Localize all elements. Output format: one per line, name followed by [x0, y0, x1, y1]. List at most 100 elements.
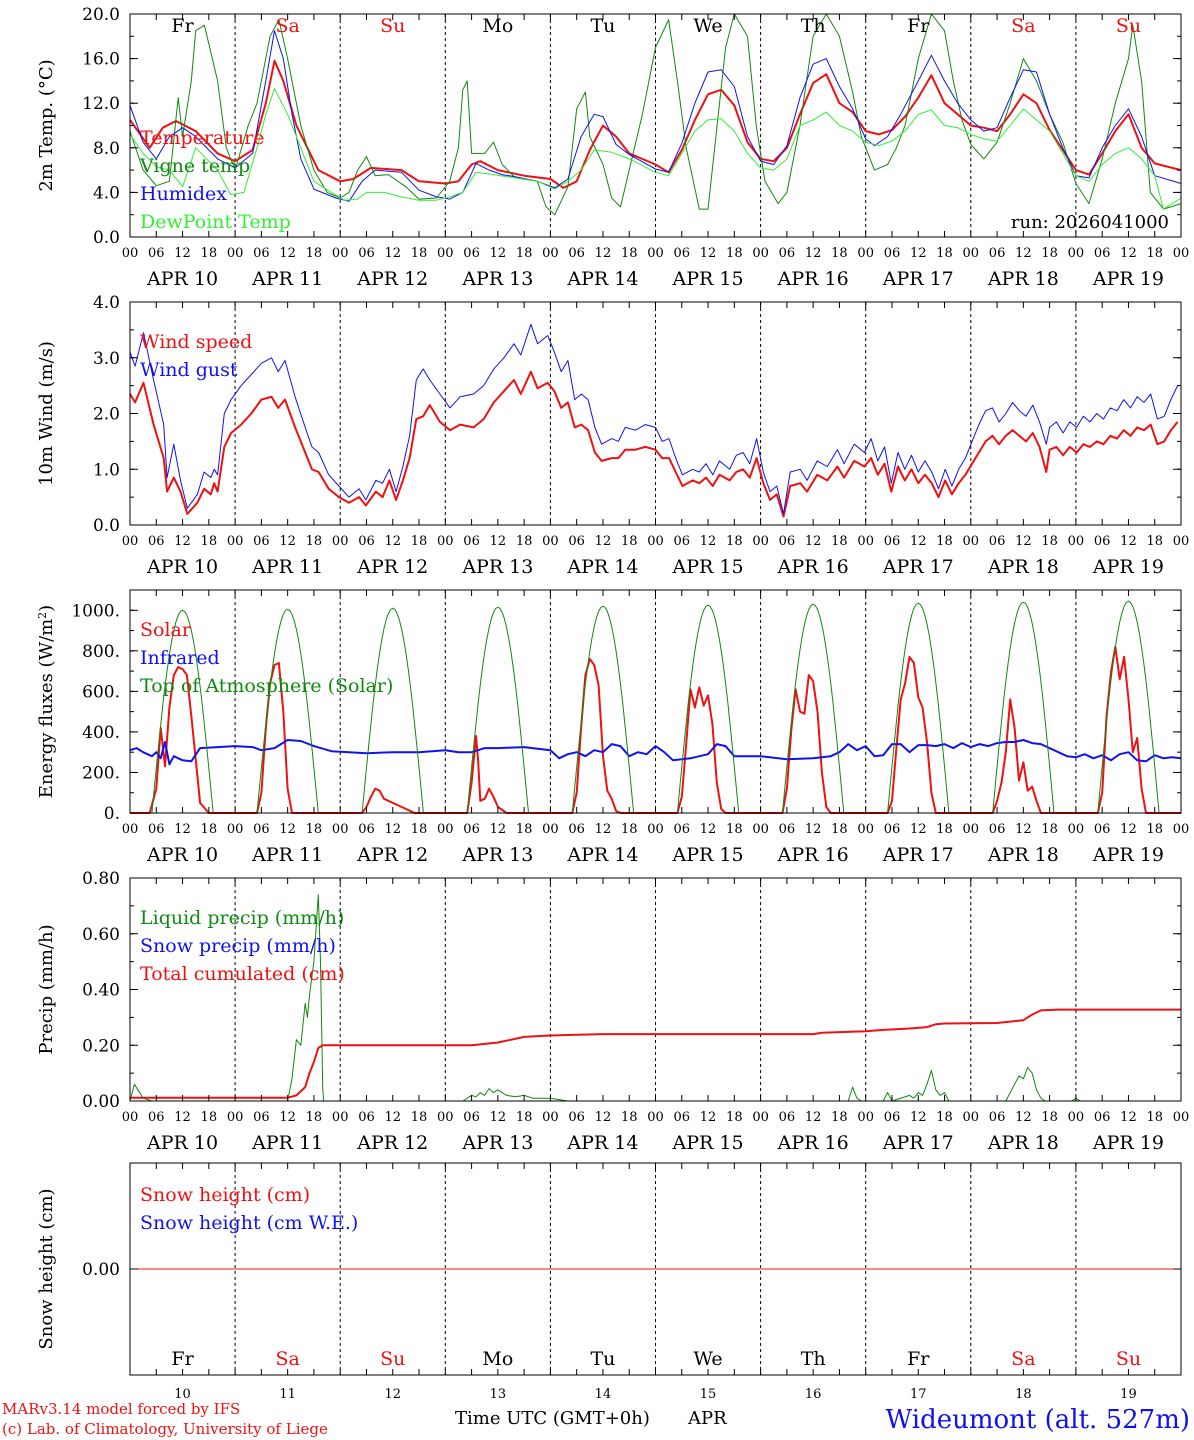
hour-tick-label: 06	[674, 534, 691, 549]
hour-tick-label: 06	[463, 822, 480, 837]
date-label: APR 16	[777, 1132, 849, 1154]
weekday-label: We	[693, 1348, 722, 1370]
hour-tick-label: 12	[700, 246, 717, 261]
hour-tick-label: 18	[306, 246, 323, 261]
date-label: APR 11	[251, 1132, 323, 1154]
weekday-label: Sa	[275, 1348, 299, 1370]
hour-tick-label: 18	[621, 246, 638, 261]
run-annotation: run: 2026041000	[1011, 212, 1169, 233]
legend-humidex: Humidex	[140, 183, 227, 205]
day-number: 19	[1120, 1387, 1137, 1402]
date-label: APR 13	[461, 1132, 533, 1154]
hour-tick-label: 18	[306, 1110, 323, 1125]
y-tick-label: 0.00	[82, 1092, 120, 1112]
y-tick-label: 8.0	[93, 139, 120, 159]
hour-tick-label: 18	[201, 246, 218, 261]
hour-tick-label: 18	[831, 534, 848, 549]
y-tick-label: 4.0	[93, 293, 120, 313]
date-label: APR 15	[672, 1132, 744, 1154]
legend-total-cumulated-cm-: Total cumulated (cm)	[140, 963, 345, 985]
legend-temperature: Temperature	[140, 127, 264, 149]
y-tick-label: 16.0	[82, 50, 120, 70]
hour-tick-label: 18	[411, 246, 428, 261]
hour-tick-label: 06	[884, 822, 901, 837]
hour-tick-label: 06	[463, 534, 480, 549]
weekday-label: Mo	[482, 15, 513, 37]
date-label: APR 19	[1092, 268, 1164, 290]
hour-tick-label: 18	[1146, 534, 1163, 549]
hour-tick-label: 00	[752, 1110, 769, 1125]
hour-tick-label: 00	[332, 534, 349, 549]
hour-tick-label: 00	[752, 534, 769, 549]
date-label: APR 14	[566, 844, 638, 866]
hour-tick-label: 12	[279, 822, 296, 837]
weekday-label: We	[693, 15, 722, 37]
hour-tick-label: 18	[201, 534, 218, 549]
hour-tick-label: 12	[595, 1110, 612, 1125]
y-tick-label: 600.	[82, 682, 120, 702]
hour-tick-label: 06	[884, 1110, 901, 1125]
hour-tick-label: 18	[201, 822, 218, 837]
hour-tick-label: 12	[490, 822, 507, 837]
weekday-label: Sa	[275, 15, 299, 37]
hour-tick-label: 18	[936, 246, 953, 261]
date-label: APR 18	[987, 844, 1059, 866]
hour-tick-label: 00	[1173, 246, 1190, 261]
hour-tick-label: 12	[279, 246, 296, 261]
hour-tick-label: 00	[857, 534, 874, 549]
date-label: APR 14	[566, 556, 638, 578]
hour-tick-label: 12	[1015, 246, 1032, 261]
hour-tick-label: 18	[936, 1110, 953, 1125]
date-label: APR 16	[777, 556, 849, 578]
hour-tick-label: 06	[568, 246, 585, 261]
date-label: APR 14	[566, 1132, 638, 1154]
y-tick-label: 12.0	[82, 94, 120, 114]
hour-tick-label: 12	[490, 534, 507, 549]
hour-tick-label: 00	[227, 534, 244, 549]
hour-tick-label: 12	[910, 534, 927, 549]
day-number: 18	[1015, 1387, 1032, 1402]
y-tick-label: 0.80	[82, 869, 120, 889]
y-tick-label: 0.00	[82, 1260, 120, 1280]
hour-tick-label: 12	[1120, 822, 1137, 837]
hour-tick-label: 12	[1015, 1110, 1032, 1125]
hour-tick-label: 06	[779, 534, 796, 549]
series-line-total-cumulated-cm-	[130, 1008, 1181, 1099]
date-label: APR 18	[987, 1132, 1059, 1154]
hour-tick-label: 00	[122, 822, 139, 837]
hour-tick-label: 18	[621, 822, 638, 837]
weekday-label: Fr	[171, 1348, 194, 1370]
hour-tick-label: 18	[726, 1110, 743, 1125]
hour-tick-label: 06	[674, 246, 691, 261]
weekday-label: Fr	[171, 15, 194, 37]
hour-tick-label: 00	[227, 246, 244, 261]
day-number: 16	[805, 1387, 822, 1402]
hour-tick-label: 12	[700, 1110, 717, 1125]
y-axis-label: 10m Wind (m/s)	[36, 341, 57, 486]
hour-tick-label: 18	[831, 1110, 848, 1125]
panel-wind: 0.0 1.0 2.0 3.0 4.0 10m Wind (m/s) 00 06 12 18 APR…	[36, 293, 1189, 578]
y-tick-label: 0.	[104, 804, 120, 824]
weekday-label: Tu	[590, 15, 615, 37]
hour-tick-label: 18	[306, 534, 323, 549]
y-tick-label: 3.0	[93, 349, 120, 369]
hour-tick-label: 06	[674, 1110, 691, 1125]
y-tick-label: 800.	[82, 642, 120, 662]
hour-tick-label: 00	[332, 1110, 349, 1125]
hour-tick-label: 06	[358, 534, 375, 549]
date-label: APR 19	[1092, 556, 1164, 578]
date-label: APR 12	[356, 556, 428, 578]
legend-wind-speed: Wind speed	[140, 331, 252, 353]
y-tick-label: 0.0	[93, 228, 120, 248]
series-line-vigne-temp	[129, 13, 1182, 216]
weekday-label: Fr	[907, 1348, 930, 1370]
legend-wind-gust: Wind gust	[140, 359, 238, 381]
day-number: 11	[279, 1387, 296, 1402]
hour-tick-label: 00	[963, 534, 980, 549]
date-label: APR 13	[461, 556, 533, 578]
legend-top-of-atmosphere-solar-: Top of Atmosphere (Solar)	[140, 675, 393, 697]
hour-tick-label: 06	[989, 822, 1006, 837]
hour-tick-label: 00	[332, 246, 349, 261]
date-label: APR 16	[777, 268, 849, 290]
